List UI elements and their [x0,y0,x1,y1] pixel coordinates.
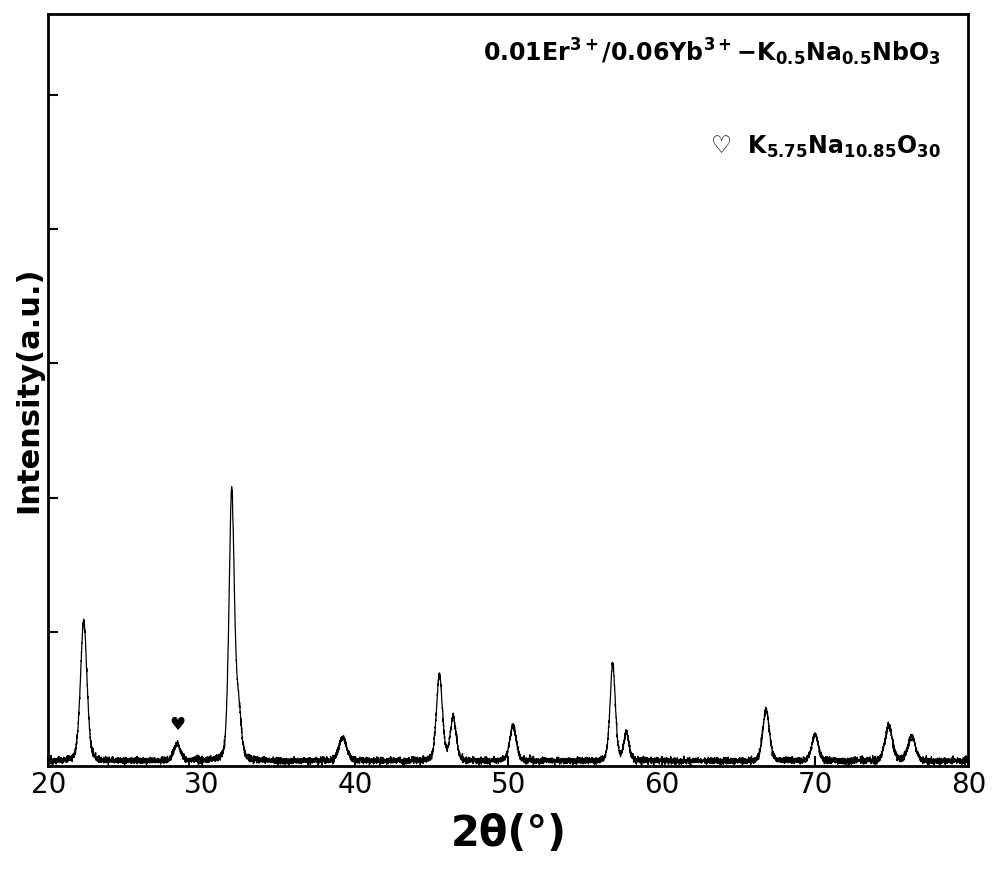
Text: $\mathbf{0.01Er^{3+}/0.06Yb^{3+}\!-\!K_{0.5}Na_{0.5}NbO_3}$: $\mathbf{0.01Er^{3+}/0.06Yb^{3+}\!-\!K_{… [483,36,941,68]
Y-axis label: Intensity(a.u.): Intensity(a.u.) [14,267,43,514]
Text: $\mathbf{\heartsuit}$  $\mathbf{K_{5.75}Na_{10.85}O_{30}}$: $\mathbf{\heartsuit}$ $\mathbf{K_{5.75}N… [710,135,941,161]
X-axis label: 2θ(°): 2θ(°) [450,813,566,855]
Text: ♥: ♥ [169,716,185,734]
